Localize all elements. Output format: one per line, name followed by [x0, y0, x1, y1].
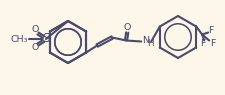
Text: F: F: [209, 39, 215, 48]
Text: H: H: [146, 39, 153, 48]
Text: O: O: [123, 23, 130, 32]
Text: N: N: [142, 36, 148, 45]
Text: S: S: [42, 32, 50, 46]
Text: O: O: [31, 25, 38, 34]
Text: CH₃: CH₃: [10, 34, 28, 44]
Text: F: F: [200, 39, 205, 48]
Text: O: O: [31, 44, 38, 53]
Text: F: F: [208, 26, 213, 35]
